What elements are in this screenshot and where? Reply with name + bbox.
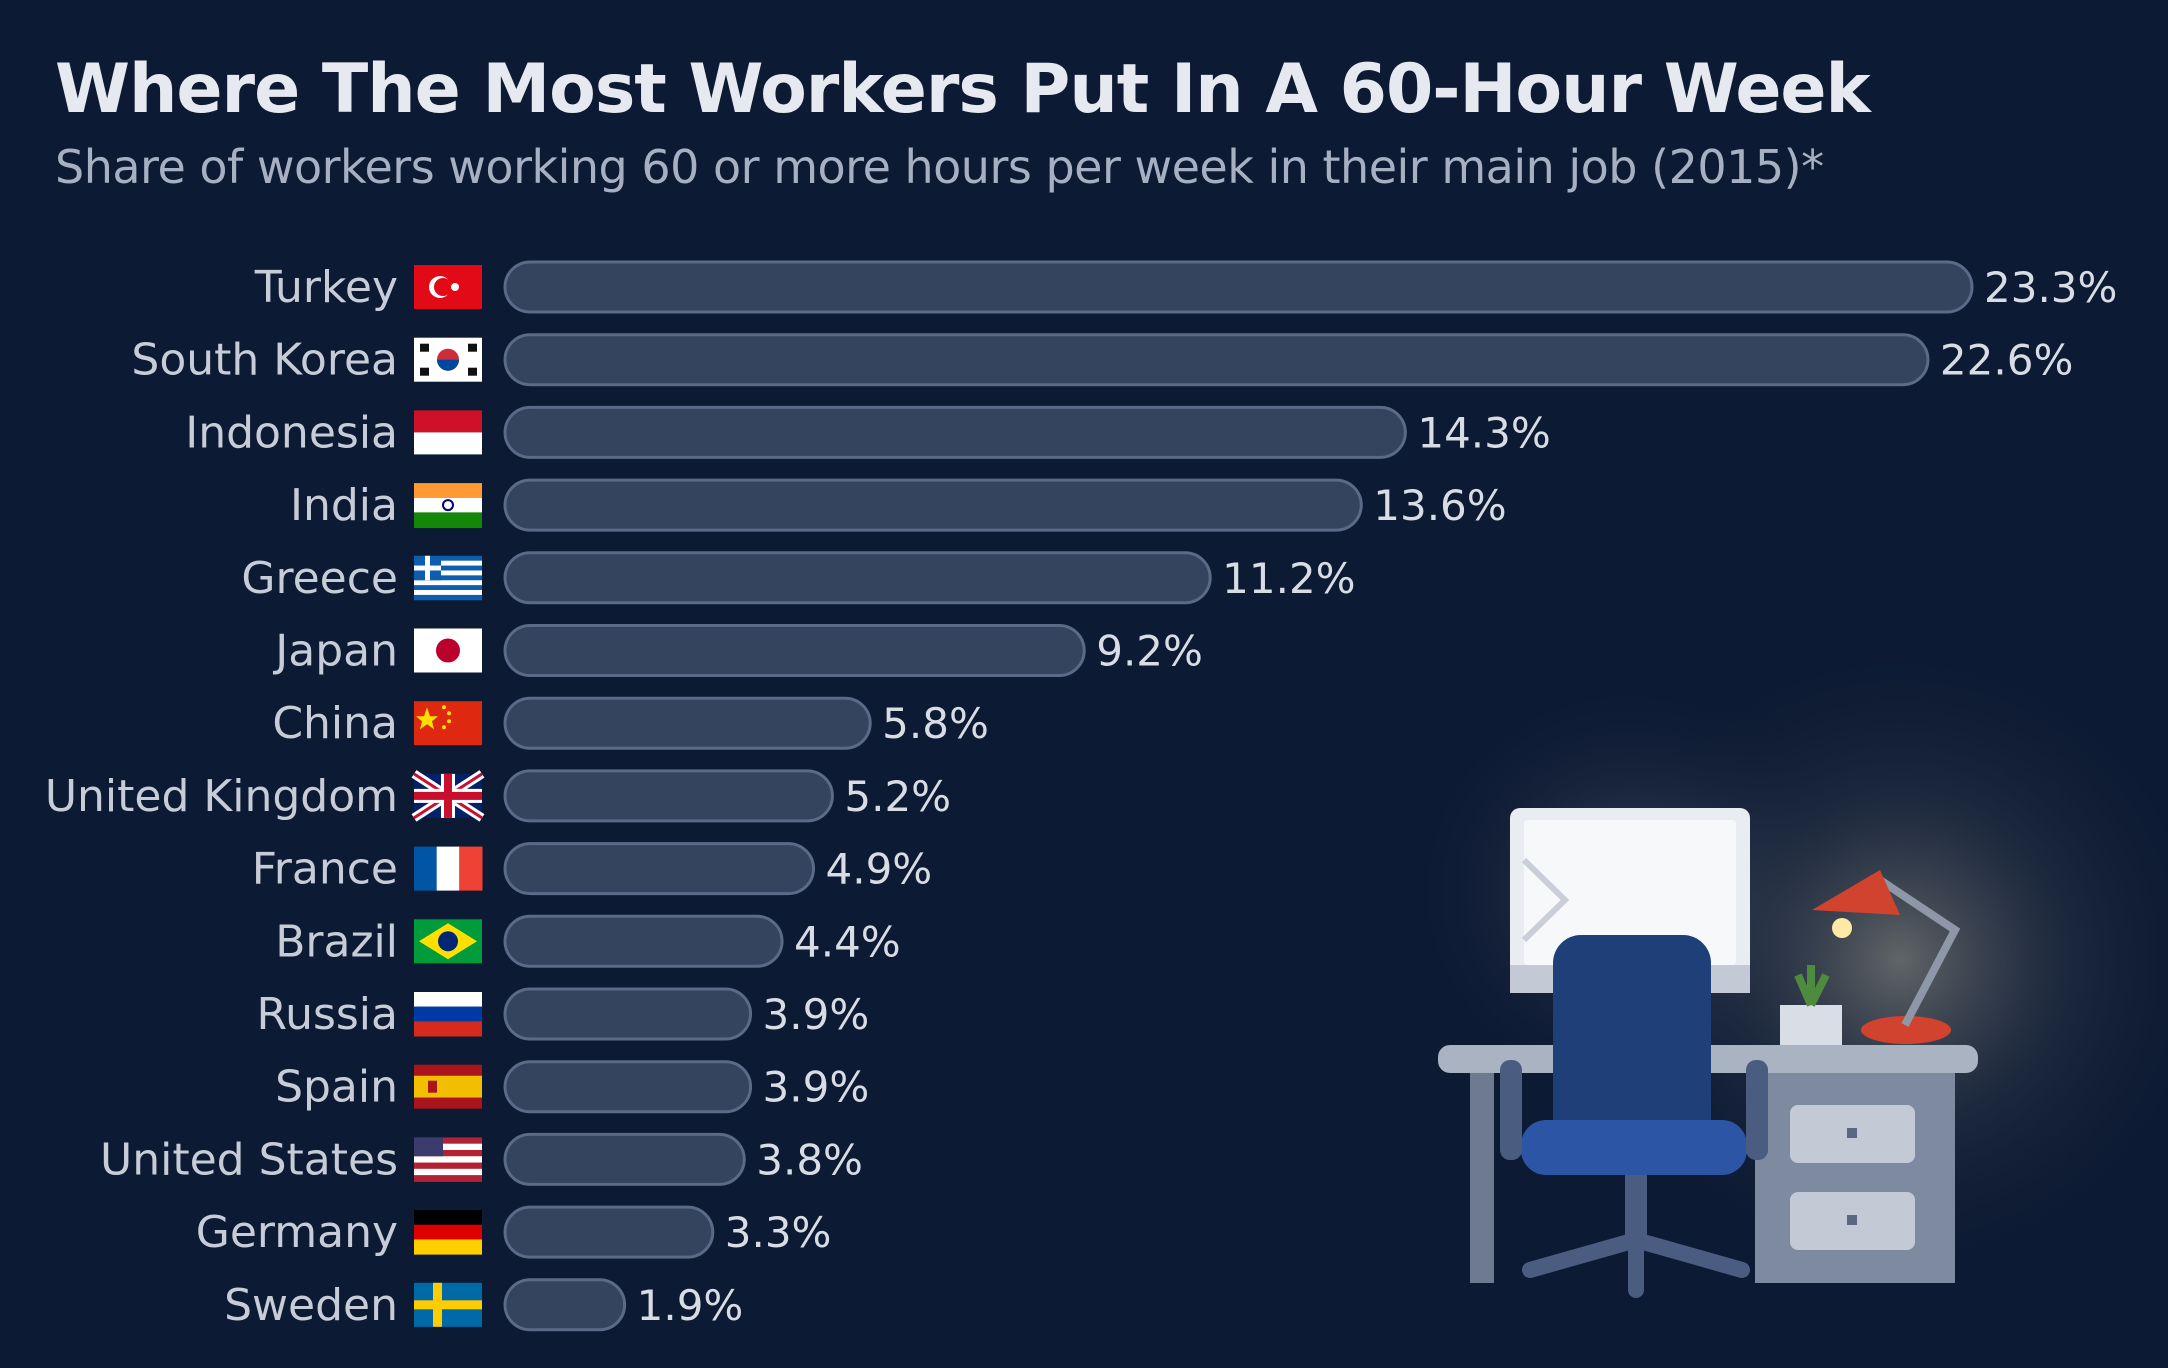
united-states-flag-icon bbox=[414, 1137, 482, 1182]
chart-subtitle: Share of workers working 60 or more hour… bbox=[55, 140, 1824, 194]
category-label: United Kingdom bbox=[45, 771, 398, 822]
category-label: Greece bbox=[241, 553, 398, 604]
category-label: France bbox=[252, 844, 398, 895]
bar bbox=[503, 914, 784, 968]
category-label: Russia bbox=[256, 989, 398, 1040]
value-label: 14.3% bbox=[1417, 408, 1550, 457]
category-label: South Korea bbox=[131, 335, 398, 386]
greece-flag-icon bbox=[414, 555, 482, 601]
value-label: 5.2% bbox=[844, 772, 951, 821]
bar bbox=[503, 696, 872, 750]
bar bbox=[503, 842, 816, 896]
turkey-flag-icon bbox=[414, 265, 482, 309]
value-label: 4.9% bbox=[826, 845, 933, 894]
value-label: 1.9% bbox=[637, 1281, 744, 1330]
value-label: 13.6% bbox=[1373, 481, 1506, 530]
value-label: 5.8% bbox=[882, 699, 989, 748]
france-flag-icon bbox=[414, 846, 483, 891]
chart-title: Where The Most Workers Put In A 60-Hour … bbox=[55, 50, 1871, 129]
china-flag-icon bbox=[414, 701, 482, 746]
value-label: 23.3% bbox=[1984, 263, 2117, 312]
bar bbox=[503, 1278, 627, 1332]
bar bbox=[503, 1060, 753, 1114]
united-kingdom-flag-icon bbox=[411, 770, 485, 822]
germany-flag-icon bbox=[414, 1210, 482, 1255]
category-label: Japan bbox=[272, 626, 398, 677]
category-label: Turkey bbox=[254, 262, 398, 313]
value-label: 3.9% bbox=[763, 1063, 870, 1112]
category-label: China bbox=[272, 698, 398, 749]
brazil-flag-icon bbox=[414, 919, 482, 964]
category-label: India bbox=[290, 480, 398, 531]
category-label: Sweden bbox=[224, 1280, 398, 1331]
category-label: Spain bbox=[275, 1062, 398, 1113]
desk-computer-lamp-icon bbox=[1400, 630, 2168, 1298]
value-label: 3.3% bbox=[725, 1208, 832, 1257]
value-label: 3.8% bbox=[756, 1135, 863, 1184]
bar bbox=[503, 405, 1407, 459]
category-label: Germany bbox=[196, 1207, 398, 1258]
bar bbox=[503, 769, 834, 823]
bar bbox=[503, 478, 1363, 532]
bar bbox=[503, 333, 1930, 387]
south-korea-flag-icon bbox=[414, 337, 482, 382]
bar bbox=[503, 987, 753, 1041]
bars-group: Turkey 23.3% South Korea 22.6% Indonesia 14.3… bbox=[45, 260, 2117, 1332]
category-label: United States bbox=[100, 1134, 398, 1185]
indonesia-flag-icon bbox=[414, 410, 482, 455]
bar bbox=[503, 1205, 715, 1259]
bar bbox=[503, 551, 1212, 605]
value-label: 11.2% bbox=[1222, 554, 1355, 603]
value-label: 22.6% bbox=[1940, 336, 2073, 385]
spain-flag-icon bbox=[414, 1064, 482, 1109]
bar bbox=[503, 260, 1974, 314]
value-label: 4.4% bbox=[794, 917, 901, 966]
india-flag-icon bbox=[414, 483, 482, 529]
bar bbox=[503, 624, 1086, 677]
sweden-flag-icon bbox=[414, 1282, 482, 1327]
japan-flag-icon bbox=[414, 628, 482, 673]
russia-flag-icon bbox=[414, 992, 482, 1037]
category-label: Brazil bbox=[275, 916, 398, 967]
value-label: 9.2% bbox=[1096, 627, 1203, 676]
value-label: 3.9% bbox=[763, 990, 870, 1039]
category-label: Indonesia bbox=[185, 407, 398, 458]
bar bbox=[503, 1132, 746, 1186]
